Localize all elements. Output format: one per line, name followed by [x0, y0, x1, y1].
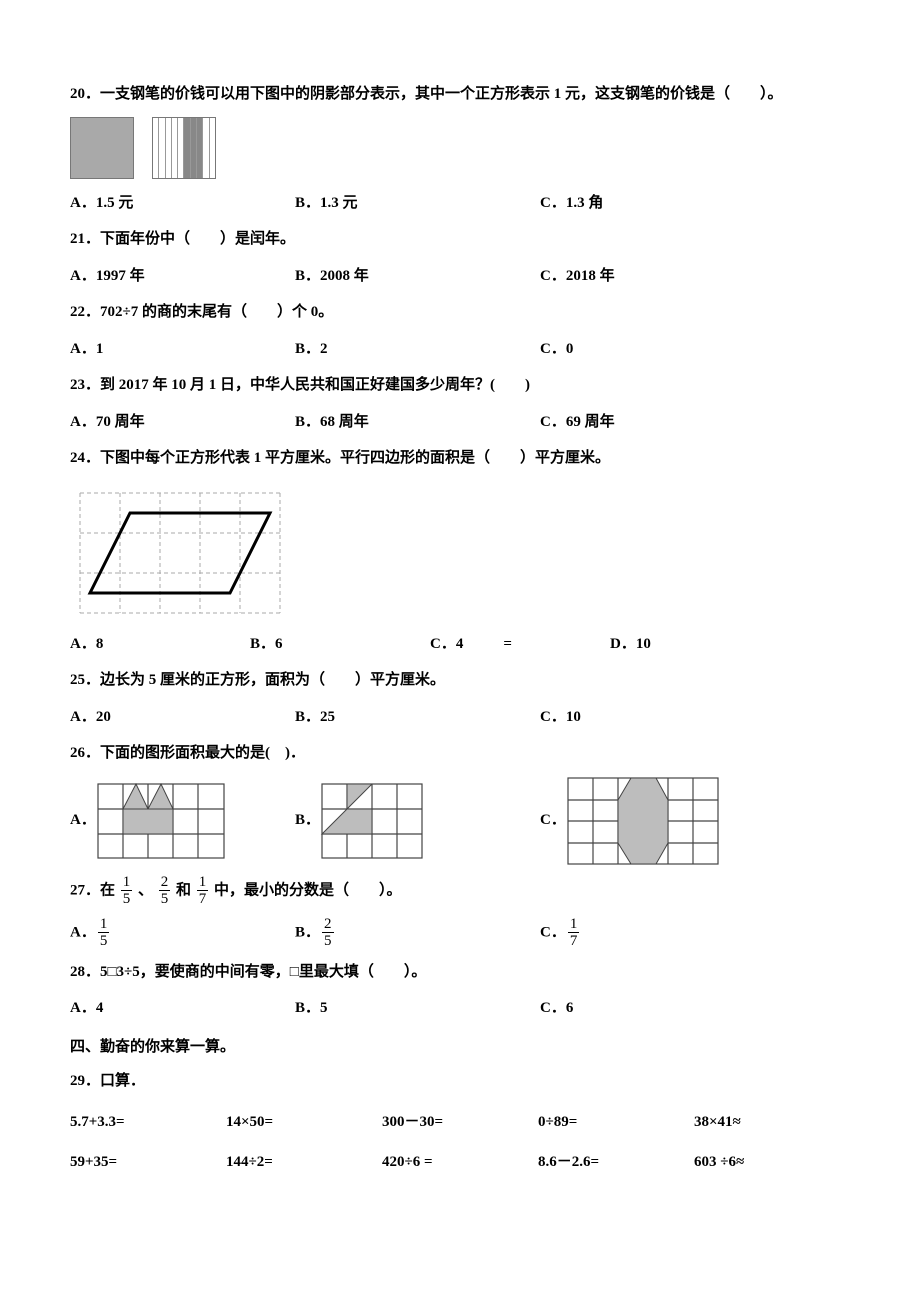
q28-optC[interactable]: C．6 [540, 994, 850, 1023]
q21-text: 21．下面年份中（ ）是闰年。 [70, 225, 850, 254]
q26-options: A． B． [70, 776, 850, 866]
q28-options: A．4 B．5 C．6 [70, 994, 850, 1023]
q20-text: 20．一支钢笔的价钱可以用下图中的阴影部分表示，其中一个正方形表示 1 元，这支… [70, 80, 850, 109]
q25-optA[interactable]: A．20 [70, 703, 295, 732]
q20-optA[interactable]: A．1.5 元 [70, 189, 295, 218]
calc-r2c4: 8.6－2.6= [538, 1148, 694, 1177]
q26-figA [96, 782, 226, 860]
q25-optC[interactable]: C．10 [540, 703, 850, 732]
q24-optA[interactable]: A．8 [70, 630, 250, 659]
q27-options: A．15 B．25 C．17 [70, 916, 850, 950]
calc-r1c5: 38×41≈ [694, 1108, 850, 1137]
q21-optB[interactable]: B．2008 年 [295, 262, 540, 291]
q27-frac-c: 17 [197, 874, 209, 908]
q28-optA[interactable]: A．4 [70, 994, 295, 1023]
q27-optA[interactable]: A．15 [70, 916, 295, 950]
q25-text: 25．边长为 5 厘米的正方形，面积为（ ）平方厘米。 [70, 666, 850, 695]
q22-text: 22．702÷7 的商的末尾有（ ）个 0。 [70, 298, 850, 327]
q21-optC[interactable]: C．2018 年 [540, 262, 850, 291]
q20-optB[interactable]: B．1.3 元 [295, 189, 540, 218]
q26-figC [566, 776, 721, 866]
q26-labA[interactable]: A． [70, 806, 96, 835]
q24-options: A．8 B．6 C．4 = D．10 [70, 630, 850, 659]
q20-optC[interactable]: C．1.3 角 [540, 189, 850, 218]
calc-r1c3: 300－30= [382, 1108, 538, 1137]
q23-optC[interactable]: C．69 周年 [540, 408, 850, 437]
q22-optA[interactable]: A．1 [70, 335, 295, 364]
q28-optB[interactable]: B．5 [295, 994, 540, 1023]
q20-figure [70, 117, 850, 179]
calc-r1c2: 14×50= [226, 1108, 382, 1137]
calc-r1c4: 0÷89= [538, 1108, 694, 1137]
q23-optB[interactable]: B．68 周年 [295, 408, 540, 437]
q26-labC[interactable]: C． [540, 806, 566, 835]
q27-sep2: 和 [176, 882, 191, 898]
section4-title: 四、勤奋的你来算一算。 [70, 1033, 850, 1062]
q20-square-strips [152, 117, 216, 179]
calc-r2c1: 59+35= [70, 1148, 226, 1177]
equals-mark: = [503, 630, 512, 659]
q24-optD[interactable]: D．10 [610, 630, 790, 659]
q22-options: A．1 B．2 C．0 [70, 335, 850, 364]
q27-post: 中，最小的分数是（ ）。 [214, 882, 402, 898]
q28-text: 28．5□3÷5，要使商的中间有零，□里最大填（ ）。 [70, 958, 850, 987]
q21-optA[interactable]: A．1997 年 [70, 262, 295, 291]
q20-square-full [70, 117, 134, 179]
calc-r1c1: 5.7+3.3= [70, 1108, 226, 1137]
calc-row-2: 59+35= 144÷2= 420÷6 = 8.6－2.6= 603 ÷6≈ [70, 1148, 850, 1177]
q24-figure [70, 483, 850, 618]
q27-frac-b: 25 [159, 874, 171, 908]
q27-frac-a: 15 [121, 874, 133, 908]
q25-options: A．20 B．25 C．10 [70, 703, 850, 732]
q24-optC[interactable]: C．4 [430, 630, 463, 659]
q22-optB[interactable]: B．2 [295, 335, 540, 364]
calc-r2c3: 420÷6 = [382, 1148, 538, 1177]
q27-pre: 27．在 [70, 882, 115, 898]
q25-optB[interactable]: B．25 [295, 703, 540, 732]
q27-sep1: 、 [138, 882, 153, 898]
q27-text: 27．在 15 、 25 和 17 中，最小的分数是（ ）。 [70, 874, 850, 908]
q27-optC[interactable]: C．17 [540, 916, 850, 950]
q21-options: A．1997 年 B．2008 年 C．2018 年 [70, 262, 850, 291]
q23-options: A．70 周年 B．68 周年 C．69 周年 [70, 408, 850, 437]
q29-text: 29．口算． [70, 1067, 850, 1096]
calc-r2c2: 144÷2= [226, 1148, 382, 1177]
calc-r2c5: 603 ÷6≈ [694, 1148, 850, 1177]
calc-row-1: 5.7+3.3= 14×50= 300－30= 0÷89= 38×41≈ [70, 1108, 850, 1137]
q23-text: 23．到 2017 年 10 月 1 日，中华人民共和国正好建国多少周年？( ) [70, 371, 850, 400]
q20-options: A．1.5 元 B．1.3 元 C．1.3 角 [70, 189, 850, 218]
q27-optB[interactable]: B．25 [295, 916, 540, 950]
q24-text: 24．下图中每个正方形代表 1 平方厘米。平行四边形的面积是（ ）平方厘米。 [70, 444, 850, 473]
q26-figB [320, 782, 424, 860]
q26-text: 26．下面的图形面积最大的是( )． [70, 739, 850, 768]
q23-optA[interactable]: A．70 周年 [70, 408, 295, 437]
q24-optB[interactable]: B．6 [250, 630, 430, 659]
q22-optC[interactable]: C．0 [540, 335, 850, 364]
q26-labB[interactable]: B． [295, 806, 320, 835]
